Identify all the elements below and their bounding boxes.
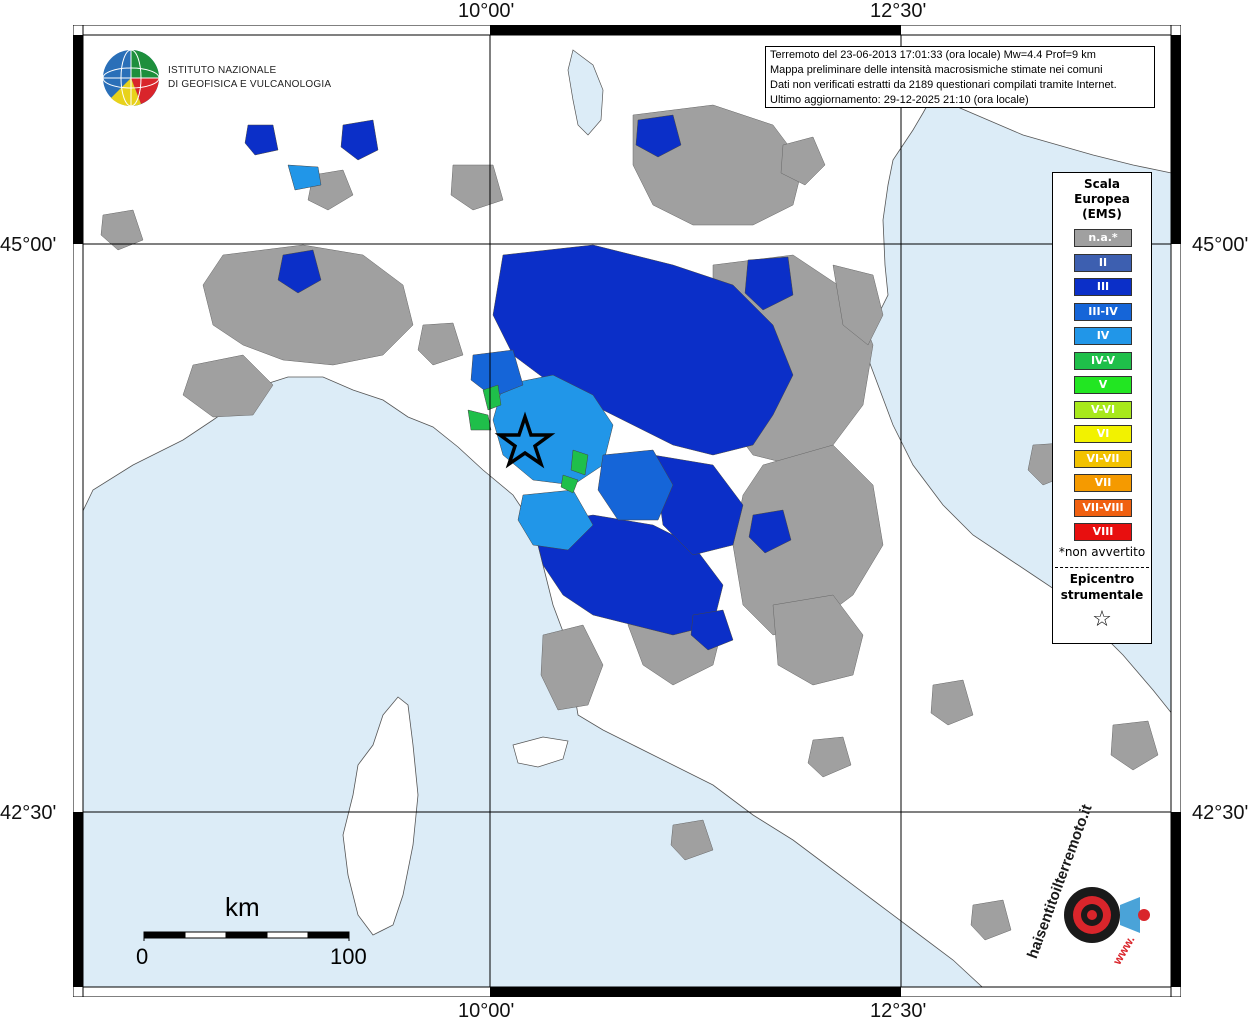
lon-label-top-1: 10°00' [458,0,515,22]
legend-swatch: V [1074,376,1132,394]
ems-legend: Scala Europea (EMS) n.a.* II III III-IV IV IV… [1052,172,1152,644]
ingv-globe-logo [102,49,160,107]
legend-swatch: VIII [1074,523,1132,541]
ingv-line-2: DI GEOFISICA E VULCANOLOGIA [168,79,332,90]
haisentito-logo [1064,887,1150,943]
map-border [73,25,1181,997]
legend-note: *non avvertito [1058,545,1146,559]
lat-label-left-1: 45°00' [0,234,57,256]
municipalities-intensity-iv-v [467,384,589,494]
legend-swatch: IV-V [1074,351,1132,370]
epicentre-label: Epicentro strumentale [1053,571,1151,603]
corsica-island [342,696,419,936]
scale-unit: km [225,892,260,922]
scale-bar [143,931,350,941]
legend-swatch: III [1074,278,1132,296]
data-source-note: Dati non verificati estratti da 2189 que… [770,79,1117,91]
scale-max: 100 [330,944,367,969]
epicentre-star-icon [494,411,556,469]
lat-label-right-1: 45°00' [1192,234,1249,256]
last-update: Ultimo aggiornamento: 29-12-2025 21:10 (… [770,94,1029,106]
intensity-map[interactable] [73,25,1181,997]
coordinate-grid [73,25,1181,997]
municipalities-intensity-iii-iv [470,349,674,521]
epicentre-label-2: strumentale [1060,588,1144,602]
elba-island [512,736,569,768]
legend-title-1: Scala [1083,177,1121,191]
event-info-box: Terremoto del 23-06-2013 17:01:33 (ora l… [765,46,1155,108]
municipalities-intensity-iii [244,114,794,651]
lat-label-left-2: 42°30' [0,802,57,824]
legend-title-3: (EMS) [1082,207,1122,221]
legend-swatch: VII-VIII [1074,498,1132,517]
ingv-name: ISTITUTO NAZIONALE DI GEOFISICA E VULCAN… [168,64,331,92]
map-description: Mappa preliminare delle intensità macros… [770,64,1103,76]
tyrrhenian-sea [80,376,994,997]
legend-swatch: VI [1074,425,1132,443]
legend-swatch: III-IV [1074,302,1132,321]
lake-garda [567,49,604,136]
scale-min: 0 [136,944,149,969]
lon-label-top-2: 12°30' [870,0,927,22]
lat-label-right-2: 42°30' [1192,802,1249,824]
legend-swatch: n.a.* [1074,229,1132,247]
star-outline-icon: ☆ [1092,607,1112,632]
legend-swatch: VII [1074,474,1132,492]
legend-swatch: IV [1074,327,1132,345]
epicentre-label-1: Epicentro [1069,572,1135,586]
lon-label-bottom-2: 12°30' [870,1000,927,1022]
lon-label-bottom-1: 10°00' [458,1000,515,1022]
legend-separator [1055,567,1149,568]
legend-swatch: V-VI [1074,400,1132,419]
legend-swatch: II [1074,253,1132,272]
legend-title-2: Europea [1074,192,1130,206]
ingv-line-1: ISTITUTO NAZIONALE [168,65,277,76]
legend-swatch: VI-VII [1074,449,1132,468]
event-title: Terremoto del 23-06-2013 17:01:33 (ora l… [770,49,1096,61]
